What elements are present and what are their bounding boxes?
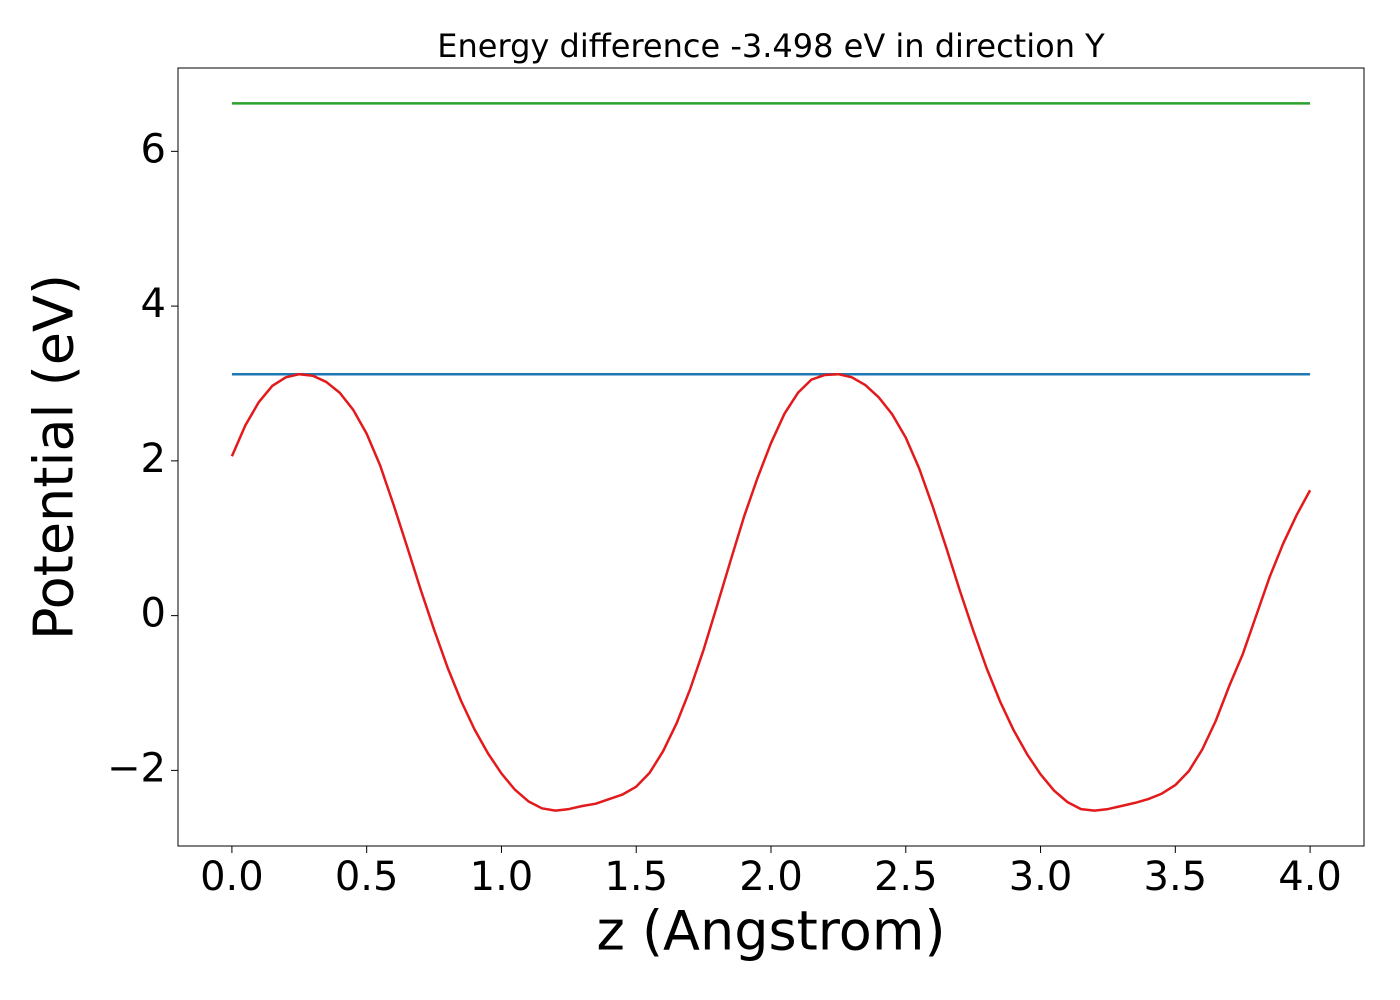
- plot-frame: [177, 67, 1365, 847]
- y-axis-label: Potential (eV): [23, 274, 86, 640]
- chart-title: Energy difference -3.498 eV in direction…: [437, 27, 1105, 65]
- x-tick-label: 2.5: [874, 854, 938, 900]
- y-tick-label: 4: [141, 281, 166, 327]
- y-tick-label: 2: [141, 436, 166, 482]
- x-tick-label: 3.0: [1009, 854, 1073, 900]
- x-tick-label: 0.5: [335, 854, 399, 900]
- x-tick-label: 2.0: [739, 854, 803, 900]
- x-tick-label: 1.0: [470, 854, 534, 900]
- y-tick-label: 6: [141, 126, 166, 172]
- x-tick-label: 4.0: [1278, 854, 1342, 900]
- y-tick-label: −2: [107, 745, 166, 791]
- line-series: [230, 372, 1312, 812]
- x-tick-label: 1.5: [604, 854, 668, 900]
- y-tick-label: 0: [141, 591, 166, 637]
- x-axis-label: z (Angstrom): [596, 900, 945, 963]
- x-tick-label: 0.0: [200, 854, 264, 900]
- x-tick-label: 3.5: [1144, 854, 1208, 900]
